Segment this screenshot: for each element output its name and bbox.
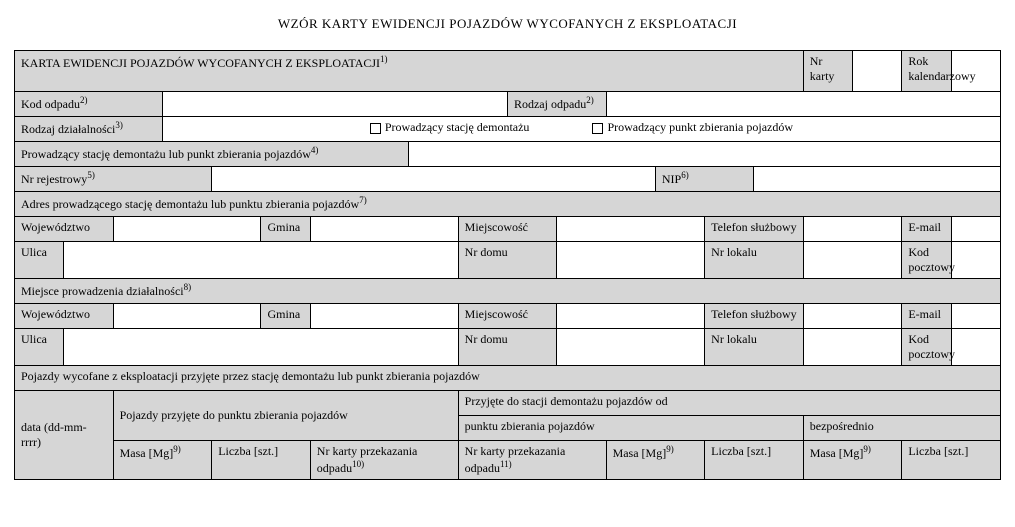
value-wojewodztwo-1[interactable] — [113, 217, 261, 242]
value-nrlokalu-2[interactable] — [803, 329, 902, 366]
value-nrdomu-2[interactable] — [557, 329, 705, 366]
label-miejscowosc-1: Miejscowość — [458, 217, 557, 242]
label-nip: NIP6) — [655, 167, 754, 192]
value-kodpocztowy-2[interactable] — [951, 329, 1000, 366]
label-nrdomu-1: Nr domu — [458, 242, 557, 279]
col-liczba-1: Liczba [szt.] — [212, 441, 311, 480]
label-wojewodztwo-1: Województwo — [15, 217, 114, 242]
value-miejscowosc-1[interactable] — [557, 217, 705, 242]
col-masa-2: Masa [Mg]9) — [606, 441, 705, 480]
label-opt2: Prowadzący punkt zbierania pojazdów — [607, 120, 793, 134]
label-nrlokalu-2: Nr lokalu — [705, 329, 804, 366]
label-email-2: E-mail — [902, 304, 951, 329]
label-ulica-1: Ulica — [15, 242, 64, 279]
checkbox-punkt-zbierania[interactable] — [592, 123, 603, 134]
col-pojazdy-przyjete: Pojazdy przyjęte do punktu zbierania poj… — [113, 391, 458, 441]
col-masa-1: Masa [Mg]9) — [113, 441, 212, 480]
label-ulica-2: Ulica — [15, 329, 64, 366]
label-email-1: E-mail — [902, 217, 951, 242]
value-gmina-1[interactable] — [310, 217, 458, 242]
value-ulica-1[interactable] — [64, 242, 458, 279]
header-adres: Adres prowadzącego stację demontażu lub … — [15, 192, 1001, 217]
col-liczba-2: Liczba [szt.] — [705, 441, 804, 480]
col-nrkarty-11: Nr karty przekazania odpadu11) — [458, 441, 606, 480]
value-kodpocztowy-1[interactable] — [951, 242, 1000, 279]
label-prowadzacy: Prowadzący stację demontażu lub punkt zb… — [15, 142, 409, 167]
label-wojewodztwo-2: Województwo — [15, 304, 114, 329]
label-telefon-2: Telefon służbowy — [705, 304, 804, 329]
dzialalnosc-options: Prowadzący stację demontażu Prowadzący p… — [162, 117, 1000, 142]
label-gmina-1: Gmina — [261, 217, 310, 242]
header-pojazdy: Pojazdy wycofane z eksploatacji przyjęte… — [15, 366, 1001, 391]
label-nrlokalu-1: Nr lokalu — [705, 242, 804, 279]
page-title: WZÓR KARTY EWIDENCJI POJAZDÓW WYCOFANYCH… — [14, 16, 1001, 32]
label-telefon-1: Telefon służbowy — [705, 217, 804, 242]
value-nr-rejestrowy[interactable] — [212, 167, 656, 192]
label-nr-karty: Nr karty — [803, 51, 852, 92]
label-rodzaj-odpadu: Rodzaj odpadu2) — [507, 92, 606, 117]
value-nip[interactable] — [754, 167, 1001, 192]
form-table: KARTA EWIDENCJI POJAZDÓW WYCOFANYCH Z EK… — [14, 50, 1001, 480]
checkbox-stacja-demontazu[interactable] — [370, 123, 381, 134]
value-ulica-2[interactable] — [64, 329, 458, 366]
value-miejscowosc-2[interactable] — [557, 304, 705, 329]
col-punktu-zbierania: punktu zbierania pojazdów — [458, 416, 803, 441]
col-data: data (dd-mm-rrrr) — [15, 391, 114, 480]
value-rodzaj-odpadu[interactable] — [606, 92, 1000, 117]
label-opt1: Prowadzący stację demontażu — [385, 120, 530, 134]
label-nrdomu-2: Nr domu — [458, 329, 557, 366]
value-kod-odpadu[interactable] — [162, 92, 507, 117]
value-nr-karty[interactable] — [853, 51, 902, 92]
label-nr-rejestrowy: Nr rejestrowy5) — [15, 167, 212, 192]
label-kodpocztowy-1: Kod pocztowy — [902, 242, 951, 279]
label-rodzaj-dzialalnosci: Rodzaj działalności3) — [15, 117, 163, 142]
label-kodpocztowy-2: Kod pocztowy — [902, 329, 951, 366]
label-miejscowosc-2: Miejscowość — [458, 304, 557, 329]
header-miejsce: Miejsce prowadzenia działalności8) — [15, 279, 1001, 304]
value-nrdomu-1[interactable] — [557, 242, 705, 279]
value-wojewodztwo-2[interactable] — [113, 304, 261, 329]
value-nrlokalu-1[interactable] — [803, 242, 902, 279]
header-main: KARTA EWIDENCJI POJAZDÓW WYCOFANYCH Z EK… — [15, 51, 804, 92]
col-nrkarty-10: Nr karty przekazania odpadu10) — [310, 441, 458, 480]
value-prowadzacy[interactable] — [409, 142, 1001, 167]
label-rok: Rok kalendarzowy — [902, 51, 951, 92]
col-masa-3: Masa [Mg]9) — [803, 441, 902, 480]
col-bezposrednio: bezpośrednio — [803, 416, 1000, 441]
col-liczba-3: Liczba [szt.] — [902, 441, 1001, 480]
value-telefon-2[interactable] — [803, 304, 902, 329]
label-kod-odpadu: Kod odpadu2) — [15, 92, 163, 117]
value-email-2[interactable] — [951, 304, 1000, 329]
value-email-1[interactable] — [951, 217, 1000, 242]
label-gmina-2: Gmina — [261, 304, 310, 329]
value-gmina-2[interactable] — [310, 304, 458, 329]
col-przyjete-do-stacji: Przyjęte do stacji demontażu pojazdów od — [458, 391, 1000, 416]
value-telefon-1[interactable] — [803, 217, 902, 242]
